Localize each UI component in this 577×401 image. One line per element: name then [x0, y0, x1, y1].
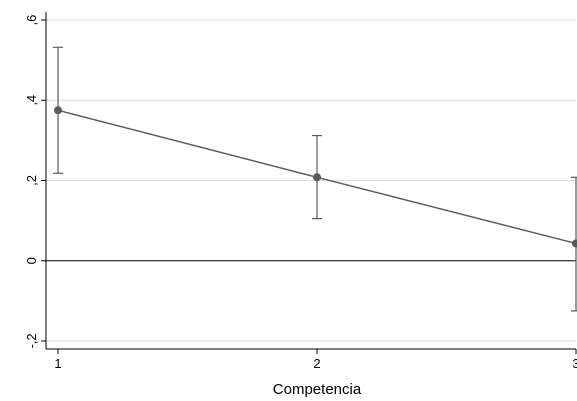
x-tick-label: 3: [572, 356, 577, 371]
y-tick-label: ,6: [24, 15, 39, 26]
y-tick-label: -,2: [24, 333, 39, 348]
y-tick-label: ,2: [24, 175, 39, 186]
data-point: [572, 239, 577, 248]
data-point: [54, 106, 62, 115]
x-axis-title: Competencia: [273, 381, 362, 398]
gridlines: [46, 19, 576, 342]
y-ticks: -,2 0 ,2 ,4 ,6: [24, 15, 46, 349]
data-points: [54, 106, 577, 248]
x-tick-label: 1: [54, 356, 61, 371]
data-point: [313, 173, 321, 182]
x-ticks: 1 2 3: [54, 349, 577, 371]
y-tick-label: 0: [24, 257, 39, 264]
y-tick-label: ,4: [24, 95, 39, 106]
x-tick-label: 2: [313, 356, 320, 371]
